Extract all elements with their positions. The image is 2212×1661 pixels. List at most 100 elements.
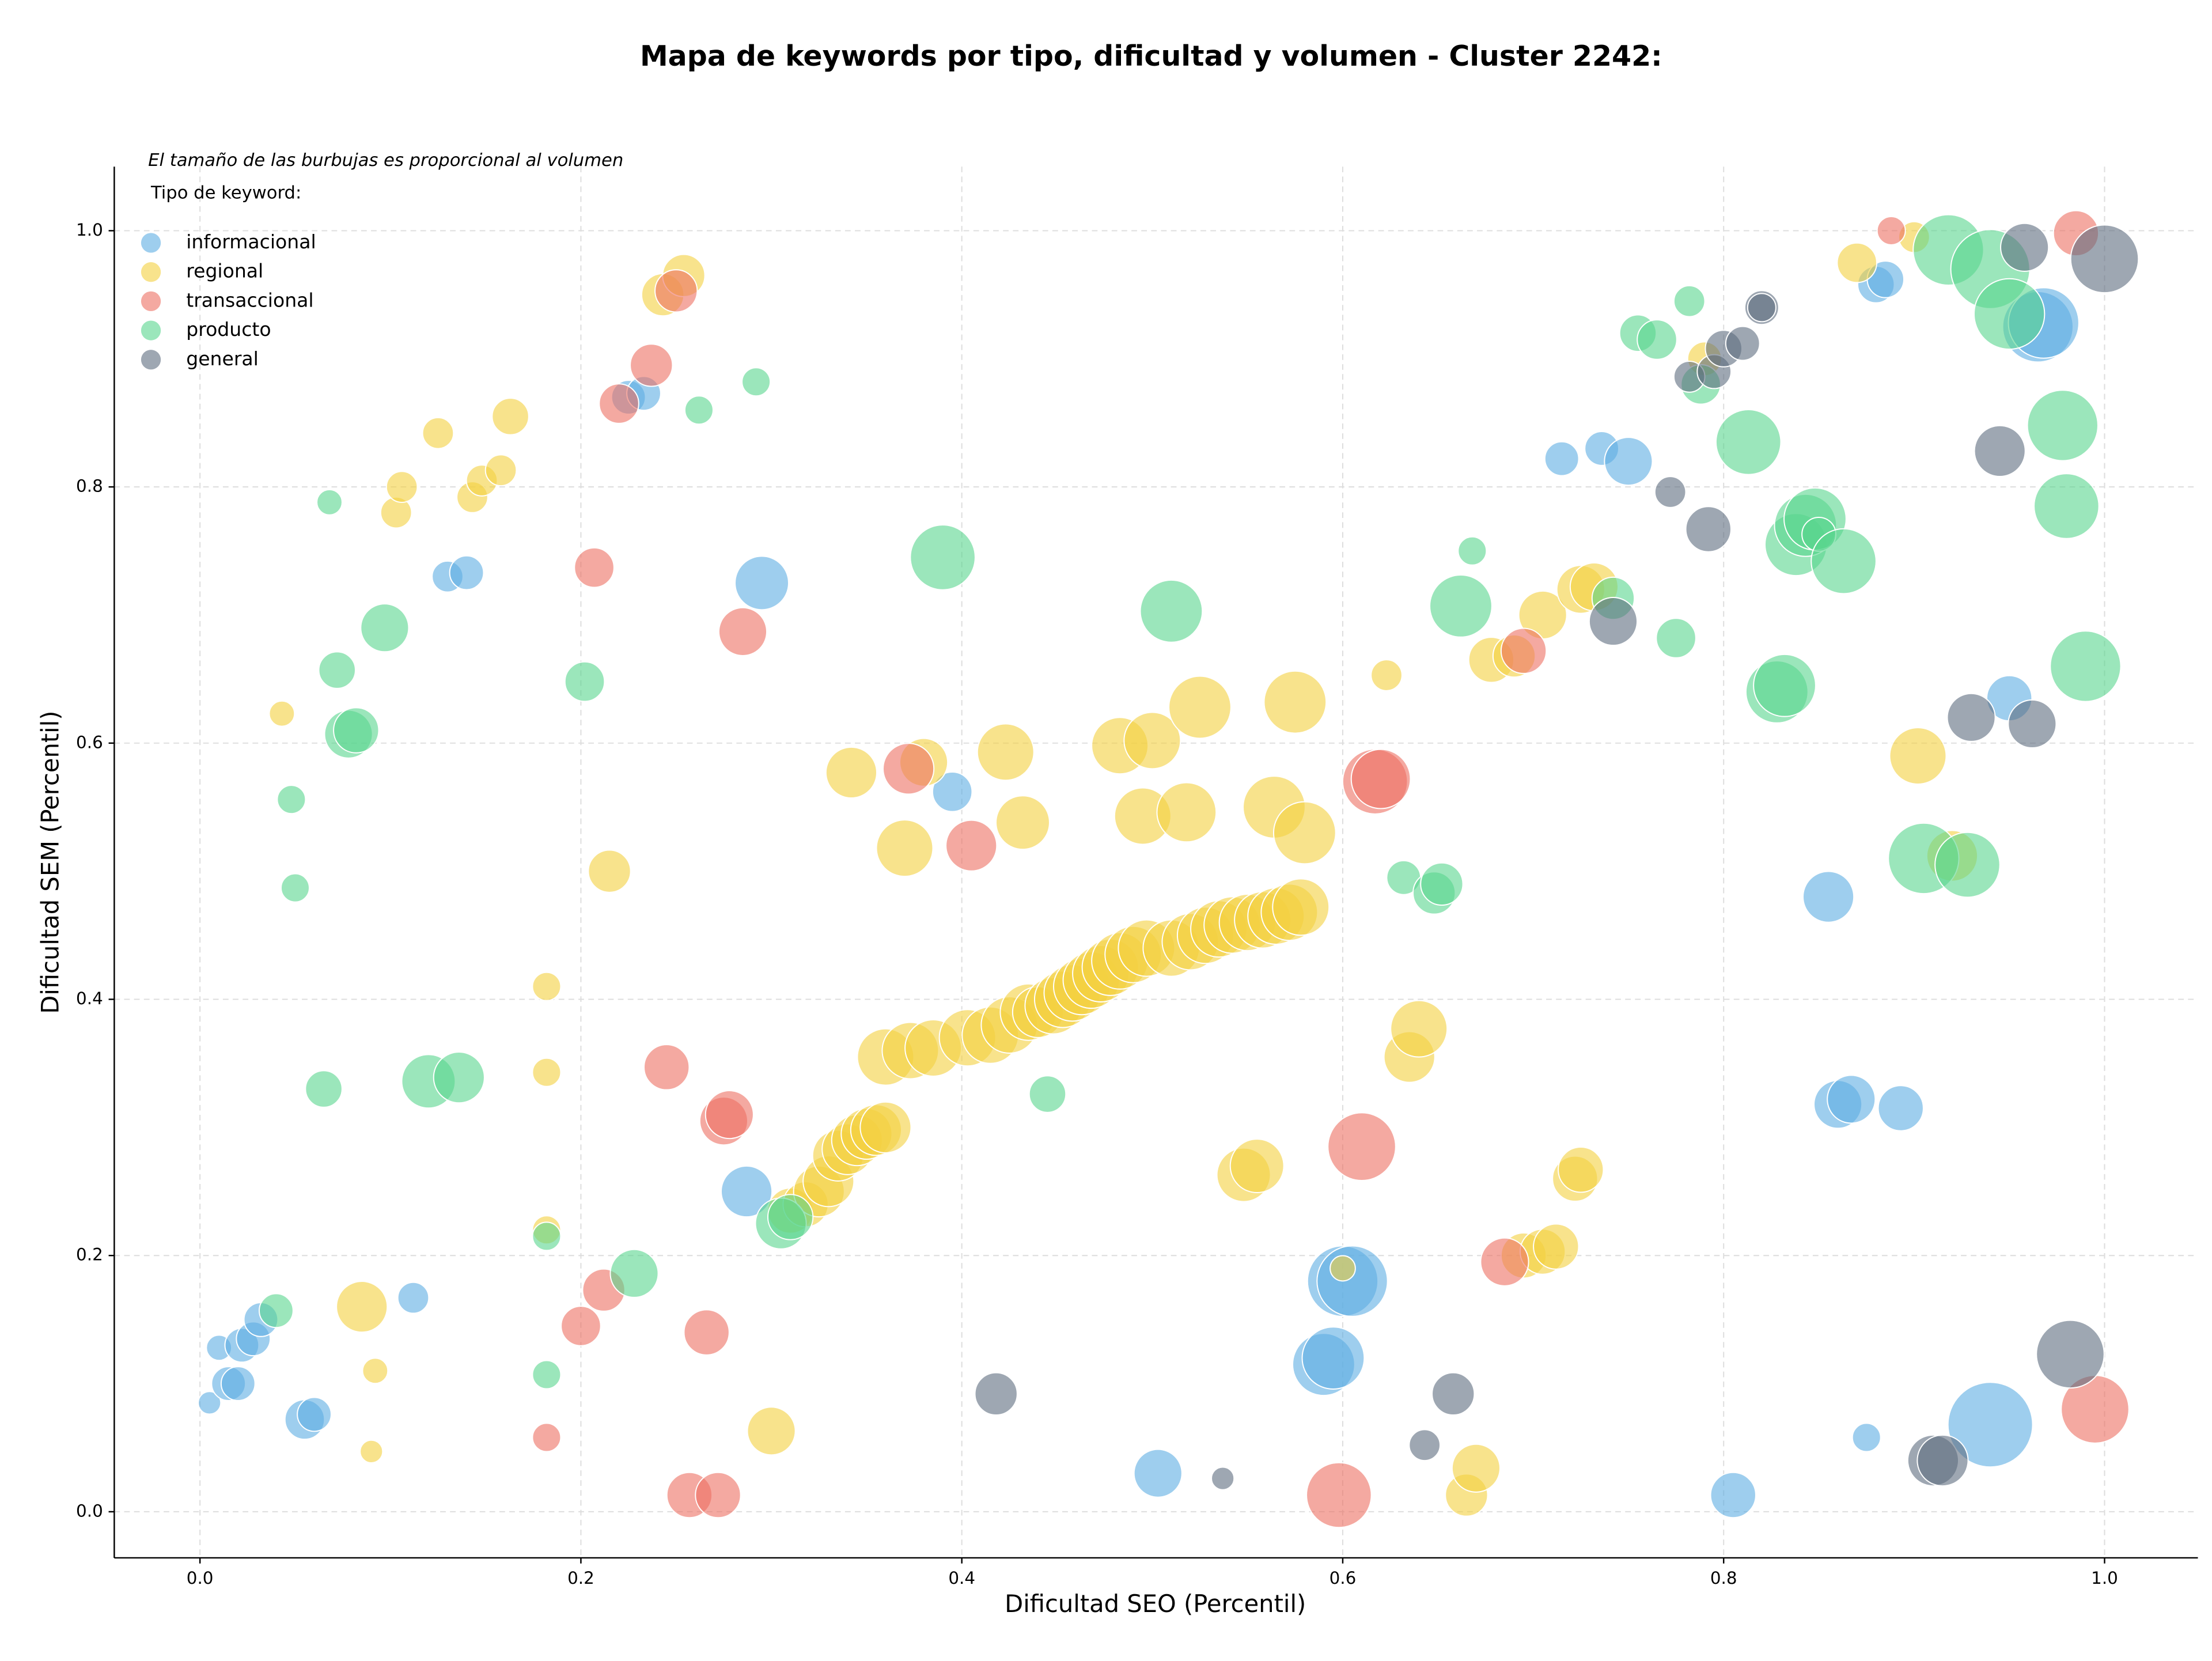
bubble [2070,224,2139,294]
bubble [220,1366,256,1401]
bubble [1637,319,1677,360]
bubble [281,873,310,903]
bubble [1370,659,1403,691]
bubble [1558,1147,1604,1193]
legend-title: Tipo de keyword: [150,183,301,203]
bubble [1947,1382,2033,1468]
legend-label: regional [186,260,263,282]
bubble [1139,579,1203,643]
bubble [974,1372,1018,1416]
bubble [1301,1326,1365,1390]
bubble [359,1439,384,1463]
bubble [1350,748,1411,809]
bubble [995,795,1050,850]
bubble [1229,1138,1285,1194]
bubble [1457,536,1487,566]
bubble [1710,1471,1756,1519]
bubble [305,1070,343,1108]
bubble [362,1357,389,1384]
subtitle: El tamaño de las burbujas es proporciona… [148,150,623,171]
legend-swatch [141,233,161,253]
bubble [564,661,605,702]
bubble [1306,1462,1372,1528]
bubble [1420,862,1464,906]
bubble [268,700,296,727]
bubble [721,1165,773,1218]
legend-swatch [141,350,161,370]
legend-label: informacional [186,230,316,253]
bubble [2033,473,2100,539]
bubble [1330,1255,1356,1282]
bubble [1544,441,1580,476]
bubble [1836,242,1877,283]
legend-label: producto [186,318,271,340]
bubble [1876,215,1906,245]
bubble [449,555,484,591]
bubble [1028,1075,1067,1113]
bubble [1263,670,1327,734]
bubble [825,746,877,799]
bubble [1327,1112,1396,1181]
bubble [1802,871,1855,923]
bubble [1974,425,2026,477]
bubble [1168,675,1232,739]
bubble [336,1281,388,1333]
bubble [397,1281,430,1314]
bubble [1429,574,1493,638]
legend-swatch [141,262,161,282]
chart-title: Mapa de keywords por tipo, dificultad y … [640,40,1662,73]
bubble [1747,293,1777,323]
bubble [718,607,768,656]
bubble [422,417,454,449]
bubble [276,785,306,815]
legend: informacional regional transaccional produc… [141,230,316,370]
bubble [1974,278,2046,350]
bubble [1753,653,1816,717]
bubble [318,651,356,689]
bubble [198,1391,222,1415]
bubble [2050,630,2122,702]
bubble [1715,409,1782,475]
bubble [1656,618,1696,659]
y-tick-label: 0.6 [76,732,103,752]
bubble [532,1057,562,1087]
bubble [297,1397,332,1432]
x-tick-label: 0.4 [948,1568,975,1588]
legend-label: general [186,347,259,370]
bubble [1827,1074,1876,1124]
bubble [588,849,631,893]
x-tick-label: 1.0 [2091,1568,2118,1588]
bubble [1133,1448,1183,1498]
bubble [1654,476,1687,508]
bubble [1685,506,1732,553]
x-tick-label: 0.0 [187,1568,214,1588]
y-tick-label: 0.0 [76,1501,103,1520]
bubble [767,1194,814,1240]
bubble [1851,1422,1881,1452]
bubbles [198,210,2139,1528]
bubble [1211,1466,1235,1490]
bubble [1604,437,1653,486]
legend-swatch [141,320,161,340]
x-tick-label: 0.2 [567,1568,594,1588]
bubble [1588,597,1638,646]
bubble [1533,1223,1580,1270]
bubble [2036,1319,2105,1389]
bubble [360,603,410,653]
bubble [931,771,973,812]
bubble [532,971,562,1001]
y-tick-label: 0.8 [76,476,103,496]
x-tick-label: 0.6 [1330,1568,1357,1588]
axes: 0.0 0.2 0.4 0.6 0.8 1.0 0.0 0.2 0.4 0.6 0.8 1.0 [76,220,2118,1588]
bubble [704,1090,754,1140]
bubble [491,398,529,436]
bubble [1725,326,1760,361]
bubble [643,1044,690,1091]
bubble [1480,1237,1529,1287]
bubble [1123,712,1181,770]
bubble [976,723,1035,781]
legend-label: transaccional [186,289,313,311]
